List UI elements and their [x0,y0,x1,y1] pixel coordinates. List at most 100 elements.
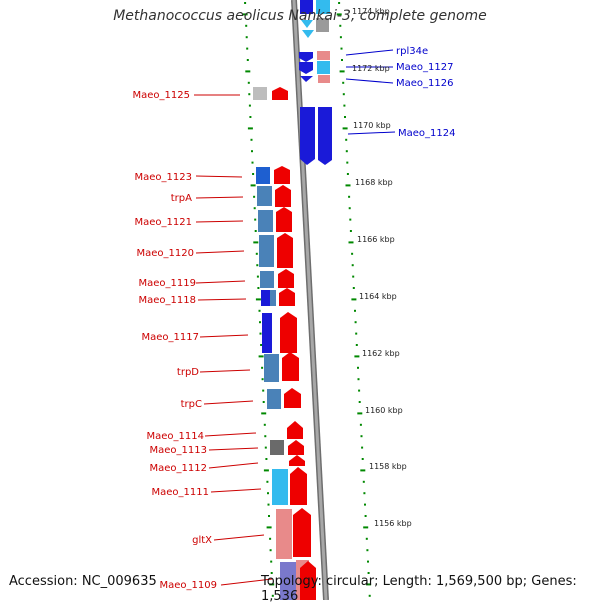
gene-label-maeo-1127[interactable]: Maeo_1127 [396,62,453,73]
gene-block[interactable] [317,61,330,74]
minor-tick [345,138,348,141]
gene-block[interactable] [318,75,330,83]
major-tick [242,13,248,16]
gene-arrow[interactable] [318,107,332,165]
gene-arrow[interactable] [300,76,313,82]
minor-tick [255,252,258,255]
gene-block[interactable] [258,210,273,232]
gene-arrow[interactable] [300,107,315,165]
minor-tick [340,47,343,50]
gene-arrow[interactable] [290,467,307,505]
gene-arrow[interactable] [278,269,294,288]
gene-block[interactable] [260,271,274,288]
gene-block[interactable] [316,18,329,32]
gene-arrow[interactable] [289,455,305,466]
minor-tick [266,480,269,483]
major-tick [345,184,351,187]
minor-tick [270,560,273,563]
major-tick [258,355,264,358]
gene-label-maeo-1113[interactable]: Maeo_1113 [150,445,207,456]
gene-block[interactable] [316,0,330,14]
gene-block[interactable] [262,313,272,353]
gene-block[interactable] [272,469,288,505]
major-tick [348,241,354,244]
gene-label-maeo-1125[interactable]: Maeo_1125 [133,90,190,101]
gene-block[interactable] [261,290,270,306]
gene-arrow[interactable] [275,185,291,207]
gene-block[interactable] [270,290,276,306]
gene-label-gltx[interactable]: gltX [192,535,212,546]
gene-block[interactable] [267,389,281,409]
gene-label-maeo-1120[interactable]: Maeo_1120 [137,248,194,259]
gene-label-maeo-1119[interactable]: Maeo_1119 [139,278,196,289]
minor-tick [357,378,360,381]
gene-label-maeo-1121[interactable]: Maeo_1121 [135,217,192,228]
gene-arrow[interactable] [279,288,295,306]
minor-tick [254,230,257,232]
minor-tick [344,116,346,118]
minor-tick [366,549,369,552]
gene-arrow[interactable] [287,421,303,439]
minor-tick [360,435,363,438]
kbp-scale-labels: 1174 kbp 1172 kbp 1170 kbp 1168 kbp 1166… [352,7,412,528]
gene-label-trpa[interactable]: trpA [171,193,192,204]
gene-label-maeo-1118[interactable]: Maeo_1118 [139,295,196,306]
minor-tick [359,423,362,426]
minor-tick [258,309,261,312]
gene-arrow[interactable] [299,52,313,62]
gene-block[interactable] [276,509,292,559]
minor-tick [261,366,264,369]
gene-label-maeo-1123[interactable]: Maeo_1123 [135,172,192,183]
gene-arrow[interactable] [299,62,313,74]
kbp-label: 1170 kbp [353,121,391,130]
gene-label-maeo-1114[interactable]: Maeo_1114 [147,431,204,442]
minor-tick [348,195,351,198]
minor-tick [267,503,270,506]
gene-block[interactable] [264,354,279,382]
gene-arrow[interactable] [274,166,290,184]
minor-tick [352,275,355,278]
gene-label-maeo-1117[interactable]: Maeo_1117 [142,332,199,343]
kbp-label: 1168 kbp [355,178,393,187]
minor-tick [358,389,361,392]
gene-label-rpl34e[interactable]: rpl34e [396,46,428,57]
minor-tick [355,332,358,335]
gene-block[interactable] [257,186,272,206]
gene-arrow[interactable] [284,388,301,408]
gene-arrow[interactable] [280,312,297,353]
minor-tick [338,2,341,4]
gene-arrow[interactable] [282,352,299,381]
gene-label-maeo-1112[interactable]: Maeo_1112 [150,463,207,474]
gene-label-trpd[interactable]: trpD [177,367,199,378]
gene-block[interactable] [253,87,267,100]
gene-block[interactable] [300,0,313,14]
minor-tick [367,572,370,574]
major-tick [255,298,261,301]
gene-arrow[interactable] [272,87,288,100]
gene-arrow[interactable] [276,207,292,232]
gene-label-trpc[interactable]: trpC [181,399,202,410]
gene-arrow[interactable] [302,30,314,38]
minor-tick [351,252,354,255]
gene-block[interactable] [317,51,330,60]
gene-arrow[interactable] [288,440,304,455]
minor-tick [363,492,366,495]
gene-arrow[interactable] [300,561,316,600]
map-title: Methanococcus aeolicus Nankai-3, complet… [113,8,487,24]
gene-block[interactable] [256,167,270,184]
gene-block[interactable] [270,440,284,455]
gene-block[interactable] [280,562,296,600]
gene-label-maeo-1126[interactable]: Maeo_1126 [396,78,453,89]
gene-arrow[interactable] [277,233,293,268]
minor-tick [256,264,259,267]
gene-label-maeo-1111[interactable]: Maeo_1111 [152,487,209,498]
gene-label-maeo-1124[interactable]: Maeo_1124 [398,128,455,139]
minor-tick [251,150,253,153]
gene-arrow[interactable] [293,508,311,557]
gene-arrow[interactable] [301,20,313,28]
label-leaders [194,49,396,586]
major-tick [245,70,251,73]
gene-label-maeo-1109[interactable]: Maeo_1109 [160,580,217,591]
gene-block[interactable] [259,235,274,267]
